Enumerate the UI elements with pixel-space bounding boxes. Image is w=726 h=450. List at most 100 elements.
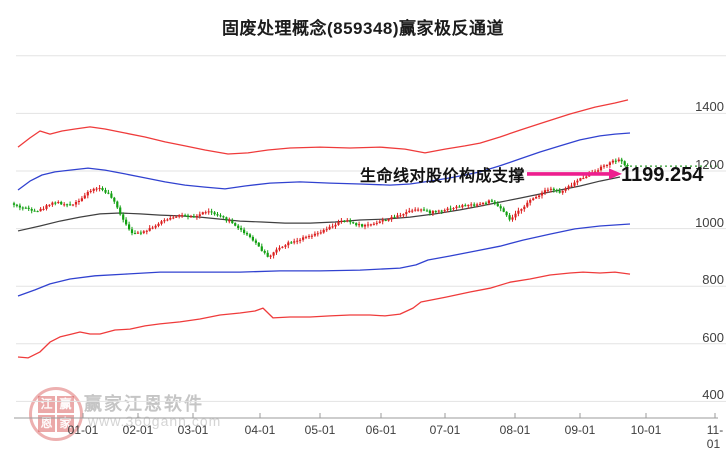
candle-body [18,205,21,208]
candle-body [352,222,355,224]
candle-body [54,202,57,204]
candle-body [393,216,396,218]
y-axis-label-1400: 1400 [695,99,724,115]
candle-body [139,232,142,234]
x-axis-label-01-01: 01-01 [67,423,99,437]
candle-body [15,204,18,206]
candle-body [443,210,446,212]
candle-body [538,195,541,197]
candle-body [69,204,72,206]
y-axis-label-400: 400 [702,387,724,403]
candle-body [21,207,24,209]
candle-body [234,223,237,226]
candle-body [204,212,207,214]
candle-body [27,207,30,209]
candle-body [122,214,125,220]
candle-body [136,232,139,234]
candle-body [125,219,128,225]
candle-body [623,161,626,165]
y-axis-label-800: 800 [702,272,724,288]
candle-body [540,192,544,196]
candle-body [340,220,343,222]
candle-body [570,185,573,187]
candle-body [313,233,316,236]
candle-body [517,210,520,214]
candle-body [284,245,287,247]
candle-body [169,218,172,220]
candle-body [113,197,116,202]
candle-body [349,220,352,223]
candle-body [361,224,364,227]
candle-body [579,178,582,181]
candle-body [411,210,414,212]
candle-body [116,201,119,208]
x-axis-label-07-01: 07-01 [429,423,461,437]
candle-body [195,215,198,217]
candle-body [160,221,163,224]
candle-body [470,204,473,206]
candle-body [166,219,169,221]
candle-body [422,209,426,211]
candle-body [564,188,567,191]
candle-body [151,227,154,229]
candle-body [57,202,60,203]
candle-body [511,217,514,220]
candle-body [502,208,505,212]
candle-body [98,188,101,189]
candle-body [186,215,190,217]
candle-body [243,229,246,233]
candle-body [216,214,219,216]
x-axis-label-03-01: 03-01 [177,423,209,437]
candle-body [343,220,346,222]
candle-body [535,197,538,199]
candle-body [626,165,629,166]
candle-body [543,190,547,193]
watermark-seal-characters: 江 赢 恩 家 [38,396,74,432]
candle-body [549,188,552,190]
series-upper-blue-channel [17,132,631,191]
lifeline-support-annotation: 生命线对股价构成支撑 [360,168,526,185]
candle-body [240,228,243,230]
x-axis-label-06-01: 06-01 [365,423,397,437]
candle-body [272,252,275,256]
candle-body [620,159,623,162]
candle-body [74,202,78,205]
candle-body [33,210,36,212]
candle-body [80,198,83,201]
x-axis-label-11-01: 11-01 [706,423,724,450]
y-axis-label-1200: 1200 [695,157,724,172]
candle-body [473,204,476,206]
candle-body [499,206,502,209]
candle-body [479,203,482,205]
candle-body [316,233,319,235]
candle-body [555,190,558,192]
x-axis-label-10-01: 10-01 [630,423,662,437]
candle-body [452,208,455,210]
candle-body [476,204,479,206]
candle-body [496,203,499,207]
candle-body [334,224,337,227]
candle-body [363,224,367,227]
x-axis-label-08-01: 08-01 [499,423,531,437]
candle-body [417,209,420,211]
candle-body [425,210,429,212]
candle-body [148,228,151,231]
candle-body [396,215,399,218]
candle-body [372,223,375,225]
candle-body [611,160,614,163]
seal-char: 家 [57,415,74,432]
candle-body [142,231,145,233]
series-upper-red-band [17,99,629,155]
candle-body [614,160,617,162]
candle-body [325,229,328,231]
candle-body [602,165,606,167]
candle-body [299,239,302,241]
candle-body [487,200,490,204]
candle-body [83,195,86,199]
candle-body [290,242,293,244]
candle-body [213,212,216,215]
candle-body [287,242,290,246]
candle-body [222,216,225,218]
candle-body [573,182,576,186]
